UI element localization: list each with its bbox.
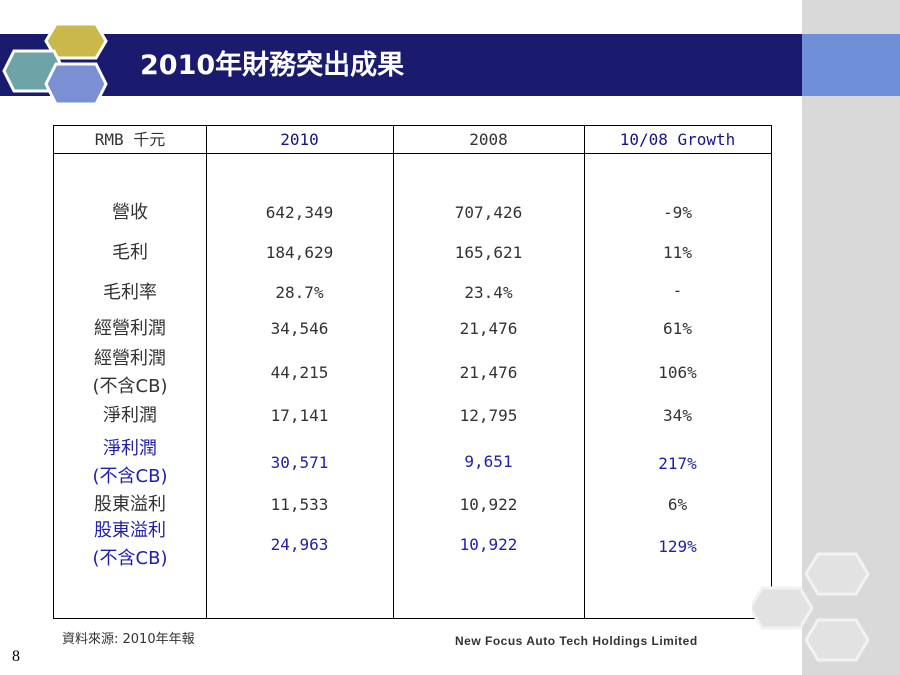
- source-note: 資料來源: 2010年年報: [62, 632, 195, 647]
- value-2010: 17,141: [270, 406, 329, 425]
- value-2008: 21,476: [459, 319, 518, 338]
- row-label: 淨利潤: [103, 405, 157, 426]
- value-2010: 24,963: [270, 535, 329, 554]
- header-rmb: RMB 千元: [94, 130, 166, 149]
- row-label: 營收: [112, 202, 148, 223]
- value-growth: 61%: [663, 319, 692, 338]
- value-growth: 106%: [658, 363, 697, 382]
- value-2008: 21,476: [459, 363, 518, 382]
- value-2010: 30,571: [270, 453, 329, 472]
- hexagon-logo-icon: [2, 22, 108, 106]
- slide-title: 2010年財務突出成果: [140, 50, 405, 81]
- company-name: New Focus Auto Tech Holdings Limited: [455, 634, 698, 648]
- value-2010: 642,349: [265, 203, 334, 222]
- value-2010: 34,546: [270, 319, 329, 338]
- value-growth: 129%: [658, 537, 697, 556]
- header-divider: [54, 153, 771, 154]
- value-2008: 9,651: [464, 452, 513, 471]
- value-growth: -: [672, 281, 683, 300]
- row-label-note: (不含CB): [92, 548, 168, 569]
- value-2010: 44,215: [270, 363, 329, 382]
- column-divider: [584, 126, 585, 618]
- value-2010: 28.7%: [275, 283, 324, 302]
- value-2008: 707,426: [454, 203, 523, 222]
- value-2008: 10,922: [459, 535, 518, 554]
- row-label: 股東溢利: [94, 494, 166, 515]
- value-growth: 6%: [667, 495, 688, 514]
- column-divider: [393, 126, 394, 618]
- value-2008: 165,621: [454, 243, 523, 262]
- hexagon-decoration-icon: [752, 552, 870, 662]
- column-divider: [206, 126, 207, 618]
- value-growth: 11%: [663, 243, 692, 262]
- value-growth: 34%: [663, 406, 692, 425]
- value-2008: 10,922: [459, 495, 518, 514]
- header-growth: 10/08 Growth: [619, 130, 736, 149]
- title-bar: [0, 34, 802, 96]
- page-number: 8: [12, 648, 20, 665]
- header-2010: 2010: [280, 130, 319, 149]
- header-2008: 2008: [469, 130, 508, 149]
- value-2010: 11,533: [270, 495, 329, 514]
- row-label: 經營利潤: [94, 318, 166, 339]
- value-growth: -9%: [663, 203, 692, 222]
- row-label-note: (不含CB): [92, 466, 168, 487]
- row-label: 毛利: [112, 242, 148, 263]
- row-label: 淨利潤: [103, 438, 157, 459]
- financial-results-table: RMB 千元 2010 2008 10/08 Growth 營收 642,349…: [53, 125, 772, 619]
- value-2008: 12,795: [459, 406, 518, 425]
- title-bar-extension: [802, 34, 900, 96]
- value-growth: 217%: [658, 454, 697, 473]
- row-label: 經營利潤: [94, 348, 166, 369]
- row-label: 股東溢利: [94, 520, 166, 541]
- value-2008: 23.4%: [464, 283, 513, 302]
- row-label-note: (不含CB): [92, 376, 168, 397]
- value-2010: 184,629: [265, 243, 334, 262]
- row-label: 毛利率: [103, 282, 157, 303]
